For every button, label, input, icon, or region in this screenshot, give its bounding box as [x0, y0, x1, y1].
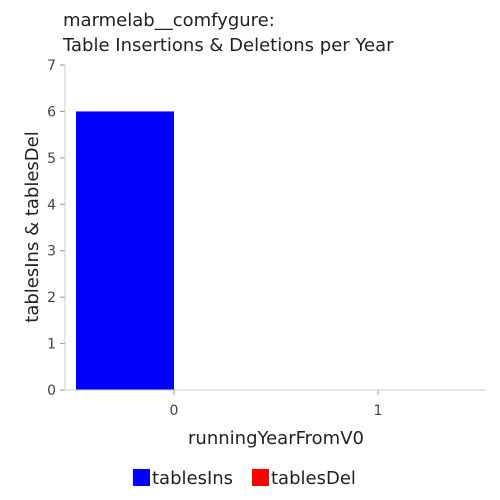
x-tick-label: 1 — [374, 403, 383, 419]
x-tick-label: 0 — [170, 403, 179, 419]
y-axis-label: tablesIns & tablesDel — [22, 131, 43, 322]
legend-label-tablesIns: tablesIns — [152, 468, 233, 489]
bars-layer — [76, 111, 174, 390]
chart-title-line2: Table Insertions & Deletions per Year — [62, 35, 394, 56]
y-tick-label: 6 — [47, 104, 56, 120]
legend-swatch-tablesIns — [133, 469, 150, 486]
y-tick-label: 2 — [47, 290, 56, 306]
y-tick-label: 3 — [47, 244, 56, 260]
x-axis-label: runningYearFromV0 — [188, 428, 364, 449]
y-tick-label: 0 — [47, 383, 56, 399]
legend: tablesIns tablesDel — [133, 468, 356, 489]
bar-tablesIns-0 — [76, 111, 174, 390]
y-tick-label: 7 — [47, 58, 56, 74]
y-axis-ticks: 0 1 2 3 4 5 6 7 — [47, 58, 65, 399]
legend-swatch-tablesDel — [252, 469, 269, 486]
chart-title-line1: marmelab__comfygure: — [63, 10, 275, 31]
y-tick-label: 5 — [47, 151, 56, 167]
y-tick-label: 1 — [47, 337, 56, 353]
legend-label-tablesDel: tablesDel — [271, 468, 356, 489]
y-tick-label: 4 — [47, 197, 56, 213]
